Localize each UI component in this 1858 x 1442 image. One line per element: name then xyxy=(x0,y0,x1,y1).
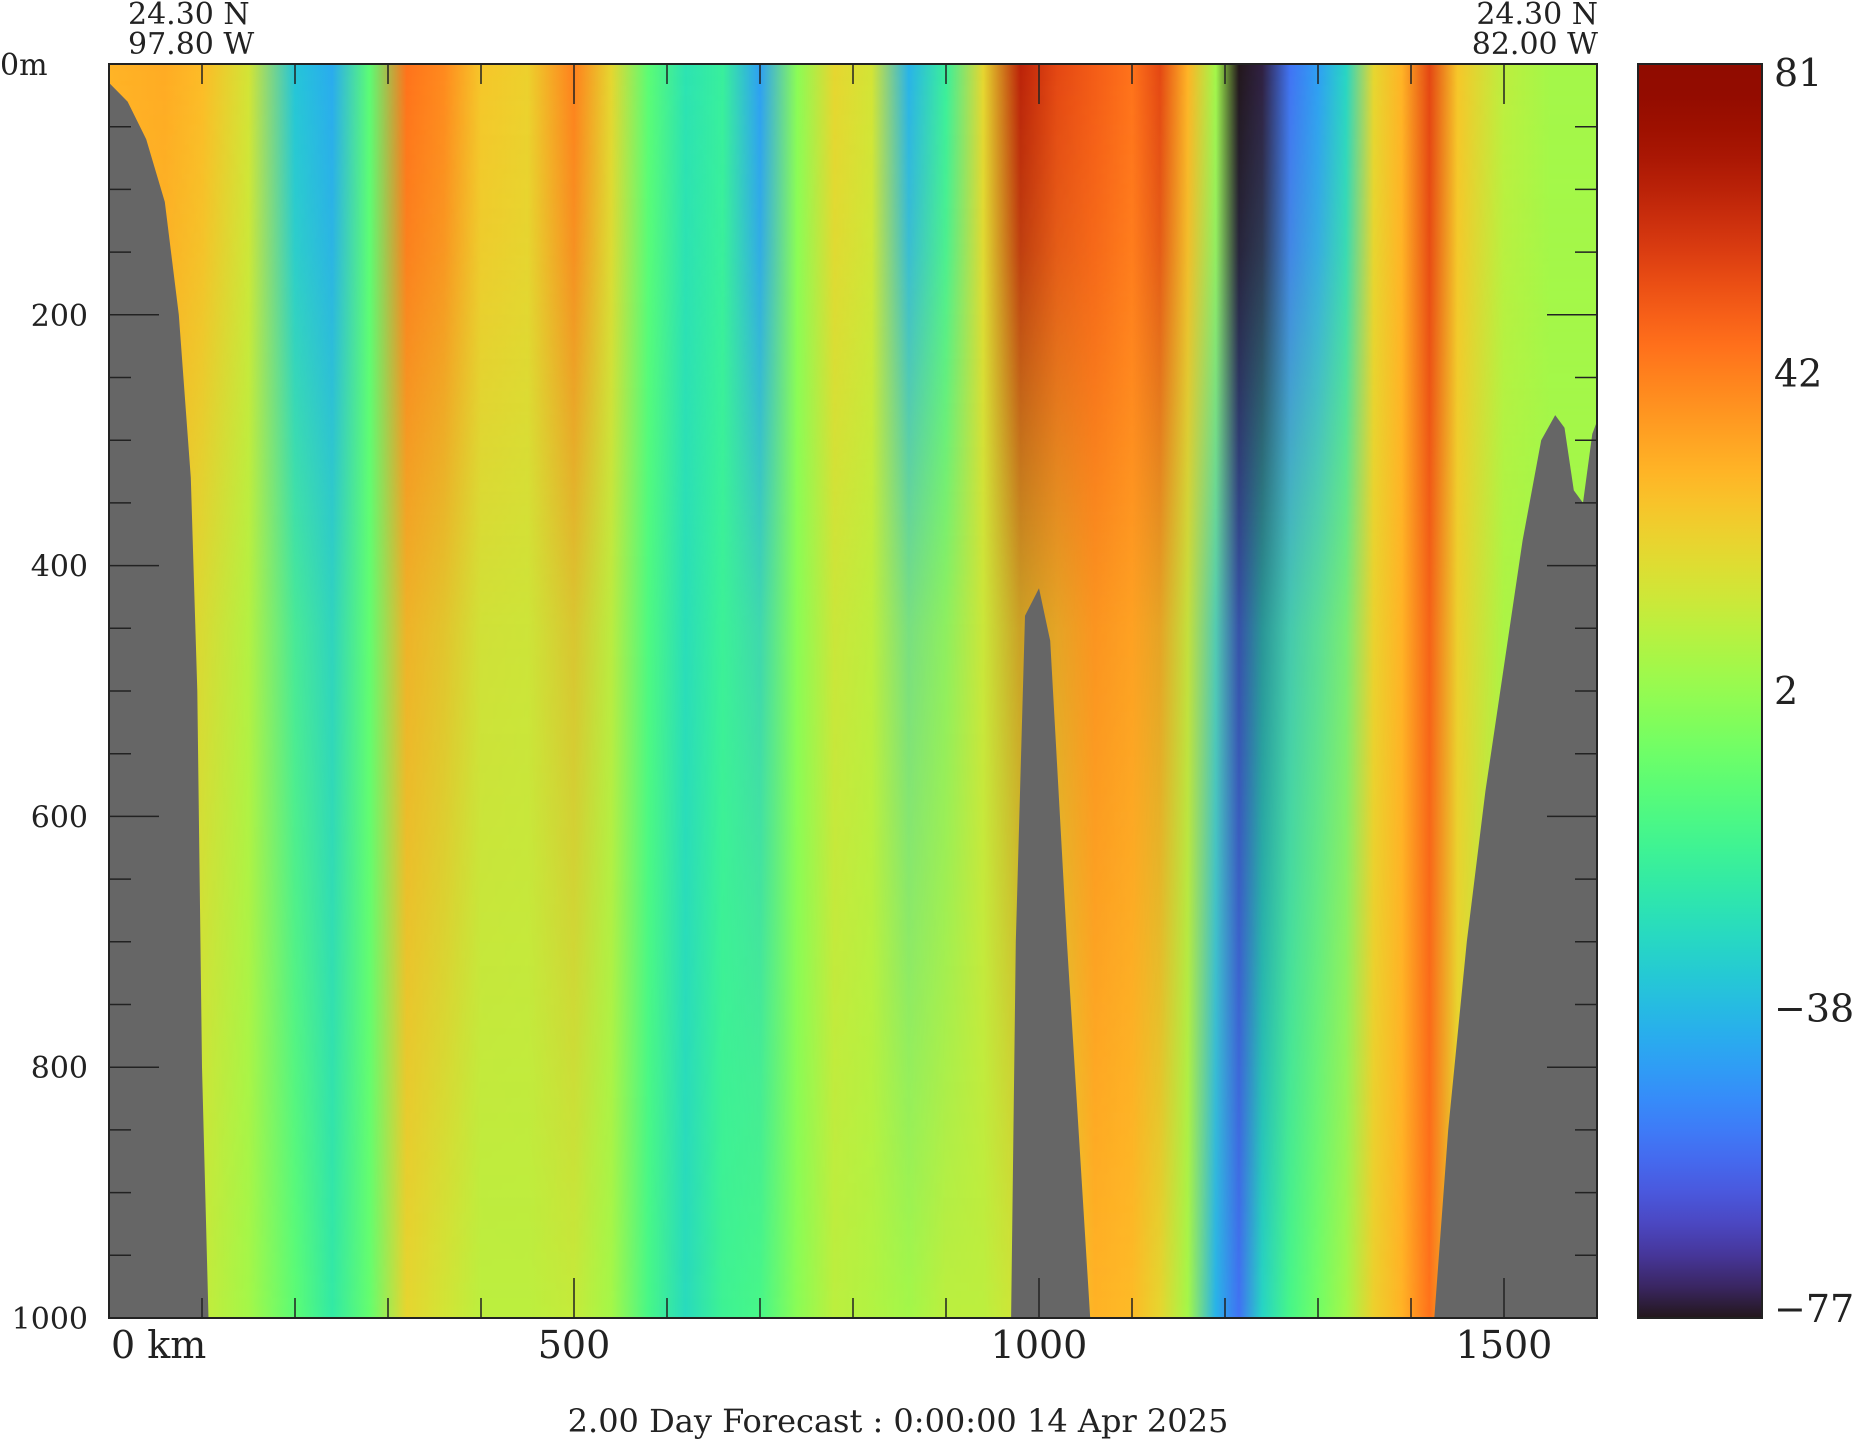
forecast-caption: 2.00 Day Forecast : 0:00:00 14 Apr 2025 xyxy=(568,1402,1229,1440)
x-tick-label: 500 xyxy=(538,1323,611,1367)
velocity-field-surface-layer xyxy=(109,64,1597,1318)
colorbar xyxy=(1637,63,1763,1319)
seafloor-land xyxy=(109,64,1597,1318)
y-tick-label: 800 xyxy=(31,1051,88,1086)
colorbar-tick-labels: 81 42 2 −38 −77 xyxy=(1774,51,1854,1331)
right-lat-label: 24.30 N xyxy=(1476,0,1598,32)
y-axis-tick-labels: 0m 200 400 600 800 1000 xyxy=(0,48,88,1337)
x-tick-label: 1000 xyxy=(991,1323,1088,1367)
y-tick-label: 600 xyxy=(31,800,88,835)
left-lon-label: 97.80 W xyxy=(128,27,254,62)
axis-ticks xyxy=(108,63,1598,1319)
y-tick-label: 200 xyxy=(31,299,88,334)
colorbar-tick-label: 81 xyxy=(1774,51,1822,95)
colorbar-tick-label: 2 xyxy=(1774,669,1798,713)
left-lat-label: 24.30 N xyxy=(128,0,250,32)
y-tick-label: 400 xyxy=(31,550,88,585)
x-axis-tick-labels: 0 km 500 1000 1500 xyxy=(111,1323,1552,1367)
velocity-surface-gradient xyxy=(109,64,1597,1318)
right-lon-label: 82.00 W xyxy=(1472,27,1598,62)
colorbar-tick-label: −38 xyxy=(1774,986,1854,1030)
colorbar-tick-label: −77 xyxy=(1774,1287,1854,1331)
plot-area xyxy=(109,64,1597,1318)
y-tick-label: 0m xyxy=(0,48,48,83)
y-tick-label: 1000 xyxy=(12,1302,88,1337)
x-tick-label: 0 km xyxy=(111,1323,206,1367)
x-tick-label: 1500 xyxy=(1456,1323,1553,1367)
colorbar-tick-label: 42 xyxy=(1774,352,1822,396)
